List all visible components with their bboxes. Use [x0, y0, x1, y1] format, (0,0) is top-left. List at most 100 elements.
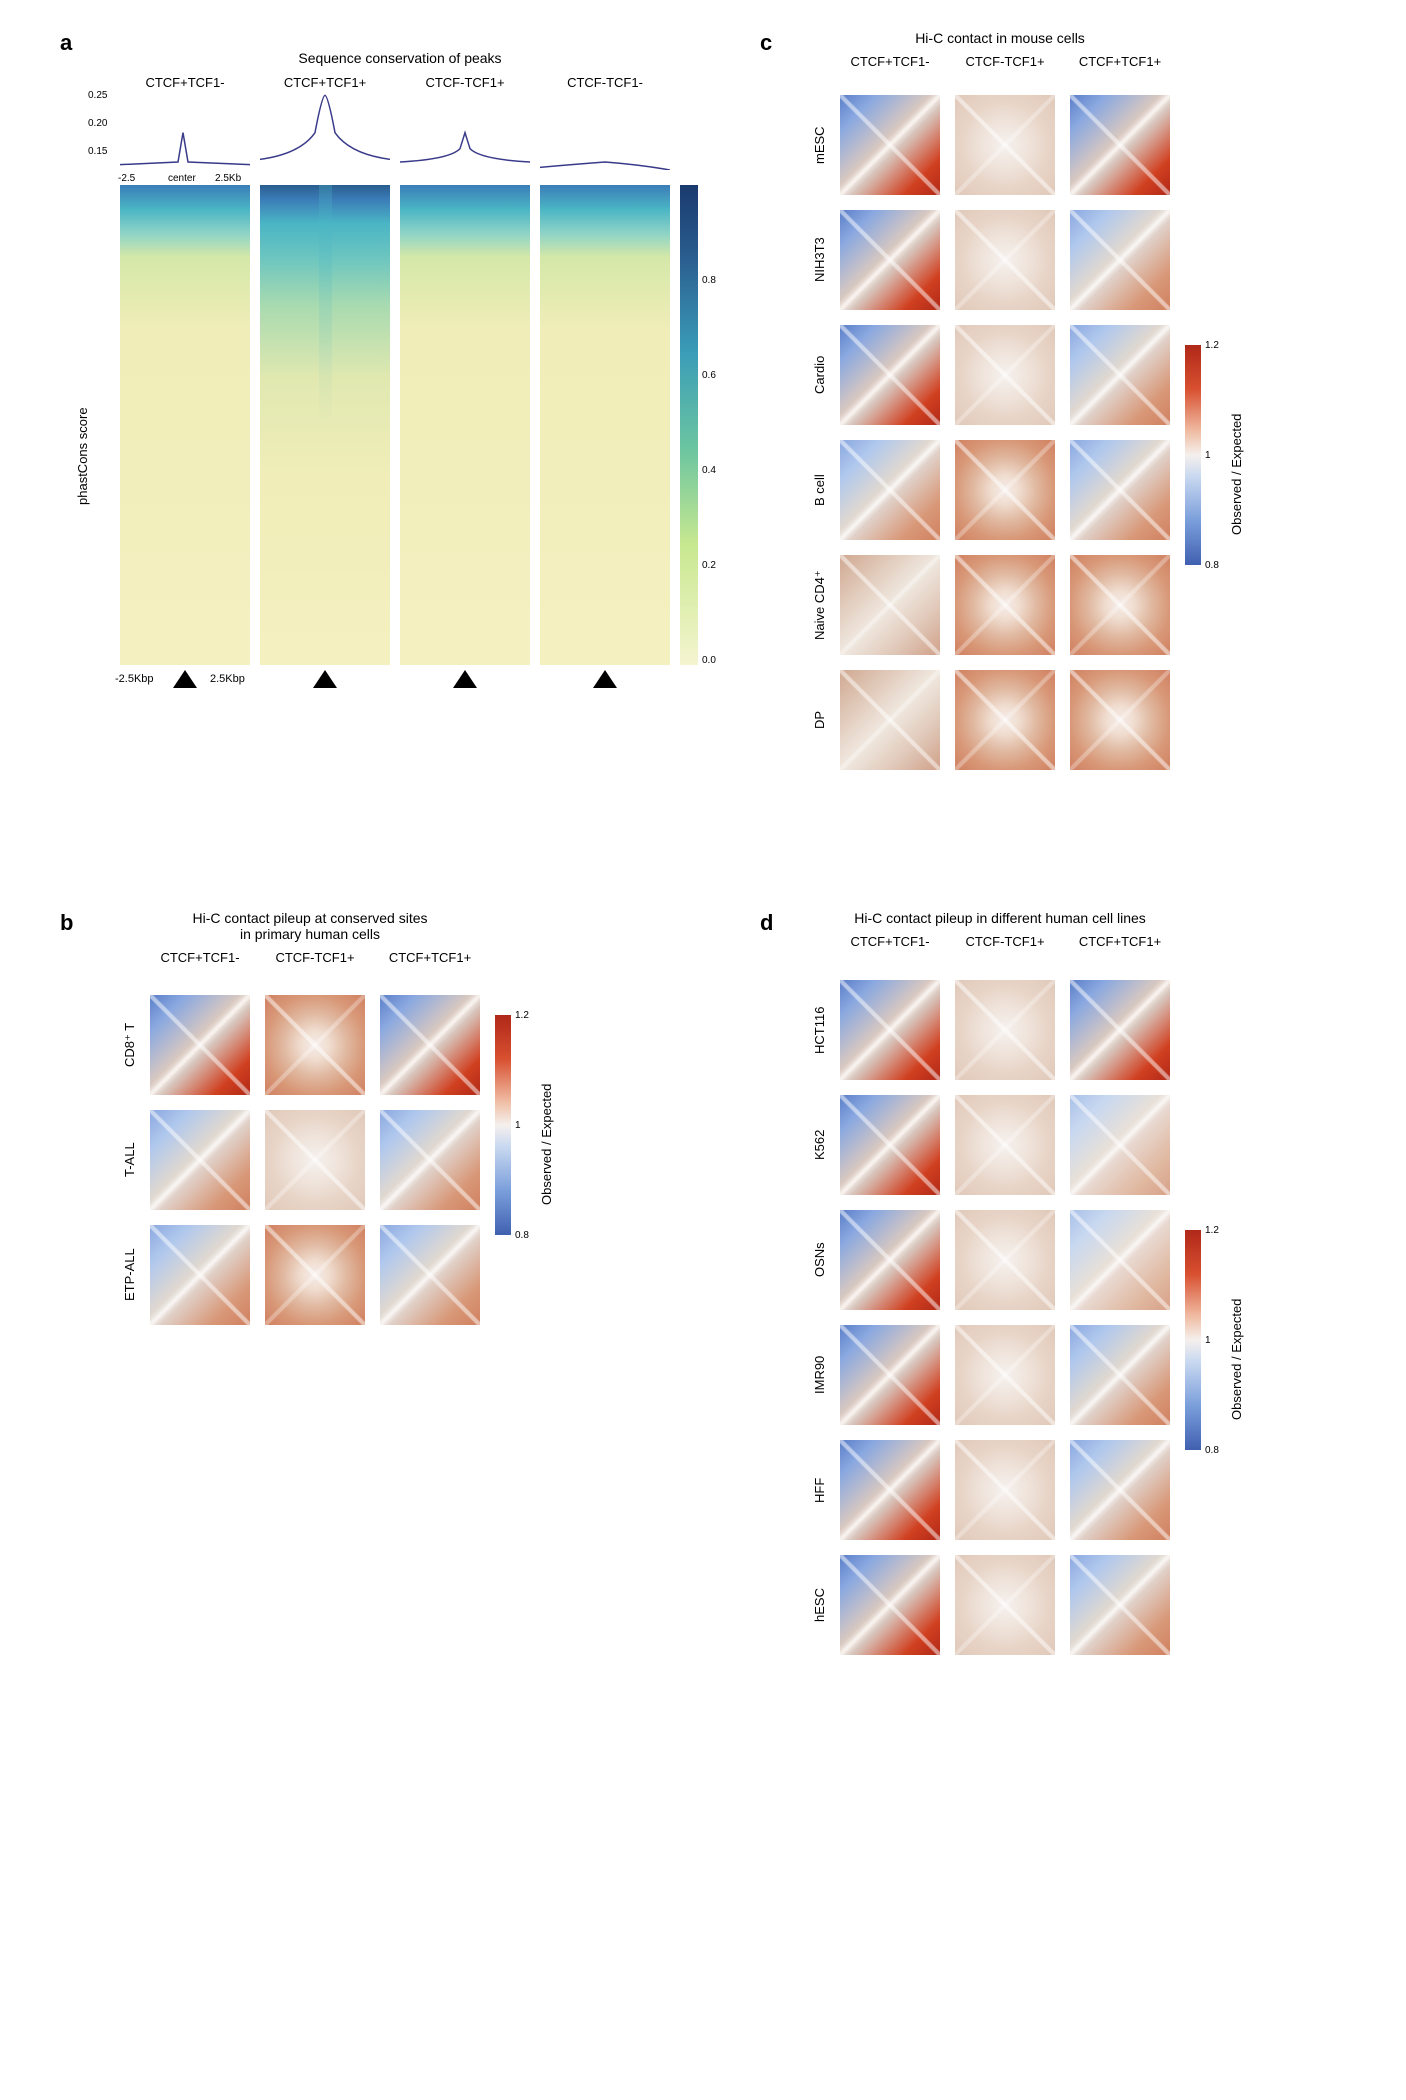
triangle-marker: [173, 670, 197, 688]
panel-d-label: d: [760, 910, 773, 936]
panel-c-cbar-tick: 0.8: [1205, 560, 1219, 571]
panel-b-label: b: [60, 910, 73, 936]
triangle-marker: [313, 670, 337, 688]
panel-c-label: c: [760, 30, 772, 56]
panel-d-row-label: OSNs: [812, 1210, 827, 1310]
panel-d-title: Hi-C contact pileup in different human c…: [820, 910, 1180, 926]
panel-a-ytick: 0.20: [88, 118, 107, 129]
panel-a-col-label: CTCF-TCF1-: [540, 75, 670, 90]
panel-c-tile: [840, 555, 940, 655]
panel-a-heatmap: [400, 185, 530, 665]
panel-a-profile: [260, 90, 390, 170]
panel-a-xtick: 2.5Kb: [215, 173, 241, 184]
panel-b-tile: [265, 1225, 365, 1325]
panel-b-tile: [380, 1110, 480, 1210]
panel-b-tile: [265, 1110, 365, 1210]
panel-a-cbar-tick: 0.8: [702, 275, 716, 286]
panel-c-col-label: CTCF+TCF1+: [1070, 54, 1170, 69]
panel-d-tile: [1070, 1210, 1170, 1310]
panel-c-tile: [955, 670, 1055, 770]
panel-a-cbar-tick: 0.2: [702, 560, 716, 571]
panel-a-col-label: CTCF+TCF1+: [260, 75, 390, 90]
panel-d-cbar-label: Observed / Expected: [1229, 1270, 1244, 1420]
panel-d-tile: [955, 980, 1055, 1080]
panel-b-cbar-tick: 0.8: [515, 1230, 529, 1241]
panel-d-row-label: K562: [812, 1095, 827, 1195]
panel-c-tile: [955, 440, 1055, 540]
panel-c-tile: [955, 95, 1055, 195]
panel-a-yaxis-label: phastCons score: [75, 365, 90, 505]
panel-c-cbar-tick: 1: [1205, 450, 1211, 461]
panel-b-row-label: T-ALL: [122, 1110, 137, 1210]
panel-c-tile: [840, 670, 940, 770]
panel-b-tile: [380, 995, 480, 1095]
panel-b-tile: [265, 995, 365, 1095]
panel-a-label: a: [60, 30, 72, 56]
panel-a-col-label: CTCF-TCF1+: [400, 75, 530, 90]
panel-c-row-label: DP: [812, 670, 827, 770]
panel-d-tile: [840, 980, 940, 1080]
panel-d-tile: [840, 1555, 940, 1655]
panel-b-cbar-tick: 1.2: [515, 1010, 529, 1021]
panel-d-row-label: HCT116: [812, 980, 827, 1080]
panel-b-col-label: CTCF-TCF1+: [265, 950, 365, 965]
panel-c-row-label: NIH3T3: [812, 210, 827, 310]
panel-a-xlabel: 2.5Kbp: [210, 673, 245, 685]
panel-a-cbar-tick: 0.4: [702, 465, 716, 476]
panel-c-cbar-label: Observed / Expected: [1229, 385, 1244, 535]
panel-b-cbar-tick: 1: [515, 1120, 521, 1131]
panel-c-col-label: CTCF+TCF1-: [840, 54, 940, 69]
panel-c-tile: [840, 210, 940, 310]
panel-c-tile: [840, 95, 940, 195]
panel-b-col-label: CTCF+TCF1-: [150, 950, 250, 965]
panel-c-row-label: Cardio: [812, 325, 827, 425]
panel-a-col-label: CTCF+TCF1-: [120, 75, 250, 90]
panel-c-tile: [1070, 210, 1170, 310]
panel-d-tile: [955, 1325, 1055, 1425]
panel-b-row-label: CD8⁺ T: [122, 995, 137, 1095]
panel-d-row-label: HFF: [812, 1440, 827, 1540]
panel-d-row-label: hESC: [812, 1555, 827, 1655]
panel-d-cbar-tick: 1: [1205, 1335, 1211, 1346]
panel-a-xtick: center: [168, 173, 196, 184]
panel-a-ytick: 0.25: [88, 90, 107, 101]
panel-b-tile: [150, 995, 250, 1095]
panel-d-tile: [1070, 1440, 1170, 1540]
panel-b-tile: [150, 1225, 250, 1325]
panel-d-tile: [1070, 1095, 1170, 1195]
panel-b-title: Hi-C contact pileup at conserved sites: [130, 910, 490, 926]
panel-b-col-label: CTCF+TCF1+: [380, 950, 480, 965]
panel-a-cbar-tick: 0.0: [702, 655, 716, 666]
panel-b-tile: [380, 1225, 480, 1325]
panel-d-tile: [955, 1440, 1055, 1540]
panel-c-tile: [1070, 325, 1170, 425]
panel-c-tile: [1070, 670, 1170, 770]
panel-d-cbar-tick: 0.8: [1205, 1445, 1219, 1456]
panel-a-heatmap: [260, 185, 390, 665]
panel-a-colorbar: [680, 185, 698, 665]
panel-a-profile: [400, 90, 530, 170]
panel-a-title: Sequence conservation of peaks: [120, 50, 680, 66]
panel-c-row-label: Naive CD4⁺: [812, 555, 827, 655]
panel-d-tile: [1070, 1555, 1170, 1655]
panel-a-heatmap: [540, 185, 670, 665]
panel-d-col-label: CTCF-TCF1+: [955, 934, 1055, 949]
panel-d-tile: [840, 1440, 940, 1540]
panel-c-tile: [1070, 440, 1170, 540]
panel-d-tile: [840, 1095, 940, 1195]
panel-d-tile: [955, 1555, 1055, 1655]
panel-d-col-label: CTCF+TCF1-: [840, 934, 940, 949]
panel-d-tile: [840, 1325, 940, 1425]
panel-c-col-label: CTCF-TCF1+: [955, 54, 1055, 69]
panel-c-tile: [840, 325, 940, 425]
panel-d-tile: [1070, 1325, 1170, 1425]
panel-c-colorbar: [1185, 345, 1201, 565]
panel-a-profile: [120, 90, 250, 170]
panel-a-profile: [540, 90, 670, 170]
triangle-marker: [453, 670, 477, 688]
panel-c-tile: [1070, 95, 1170, 195]
panel-c-row-label: mESC: [812, 95, 827, 195]
panel-a-cbar-tick: 0.6: [702, 370, 716, 381]
panel-d-col-label: CTCF+TCF1+: [1070, 934, 1170, 949]
panel-d-tile: [840, 1210, 940, 1310]
